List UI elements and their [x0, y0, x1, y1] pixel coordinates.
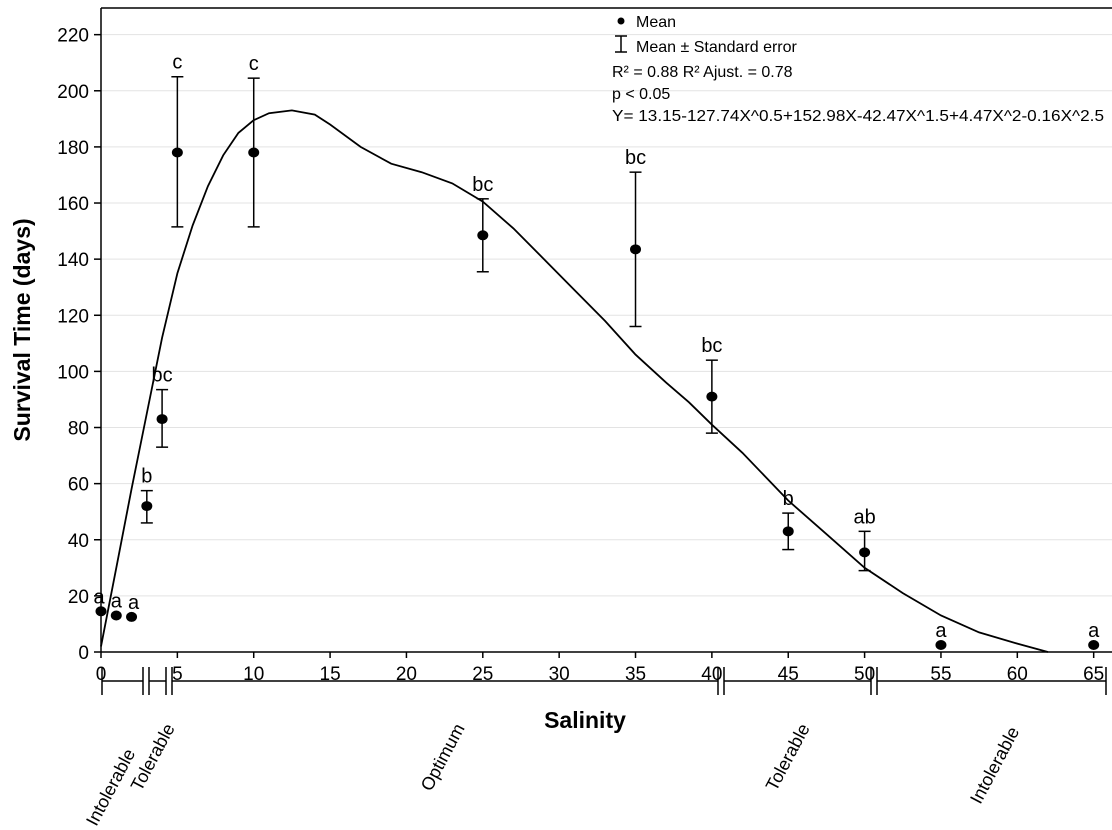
significance-letter: bc: [701, 335, 722, 357]
axis-titles: Salinity Survival Time (days): [9, 218, 626, 733]
legend-r2: R² = 0.88 R² Ajust. = 0.78: [612, 64, 793, 81]
data-point-group: a: [126, 592, 140, 622]
x-tick-label: 20: [396, 664, 417, 685]
y-tick-label: 20: [68, 587, 89, 608]
data-point-group: b: [140, 466, 153, 524]
x-tick-label: 65: [1083, 664, 1104, 685]
legend: Mean Mean ± Standard error R² = 0.88 R² …: [612, 14, 1104, 125]
mean-point: [706, 391, 718, 402]
y-tick-label: 40: [68, 531, 89, 552]
y-axis-title: Survival Time (days): [9, 218, 35, 441]
significance-letter: bc: [472, 174, 493, 196]
significance-letter: a: [935, 620, 947, 642]
legend-mean-marker: [617, 17, 625, 25]
mean-point: [859, 547, 871, 558]
legend-p-value: p < 0.05: [612, 86, 670, 103]
data-point-group: a: [935, 620, 947, 650]
data-point-group: b: [782, 488, 795, 551]
mean-point: [126, 611, 138, 622]
zone-label: Tolerable: [762, 720, 814, 794]
grid-lines: [101, 34, 1112, 597]
zone-label: Optimum: [417, 720, 469, 794]
significance-letter: c: [249, 53, 259, 75]
y-tick-label: 0: [78, 643, 89, 664]
y-tick-label: 100: [57, 362, 89, 383]
mean-point: [1088, 639, 1100, 650]
significance-letter: bc: [152, 365, 173, 387]
mean-point: [630, 244, 642, 255]
mean-point: [156, 414, 168, 425]
significance-letter: c: [172, 52, 182, 74]
mean-point: [782, 526, 794, 537]
significance-letter: bc: [625, 147, 646, 169]
x-tick-label: 25: [472, 664, 493, 685]
x-tick-label: 5: [172, 664, 183, 685]
data-point-group: c: [171, 52, 184, 228]
y-tick-label: 160: [57, 194, 89, 215]
y-tick-label: 120: [57, 306, 89, 327]
x-tick-label: 15: [320, 664, 341, 685]
y-tick-label: 80: [68, 419, 89, 440]
data-point-group: a: [1088, 620, 1100, 650]
mean-point: [248, 147, 260, 158]
significance-letter: b: [783, 488, 794, 510]
x-tick-label: 55: [930, 664, 951, 685]
y-tick-label: 140: [57, 250, 89, 271]
significance-letter: a: [93, 586, 105, 608]
legend-se-label: Mean ± Standard error: [636, 39, 798, 56]
legend-equation: Y= 13.15-127.74X^0.5+152.98X-42.47X^1.5+…: [612, 108, 1104, 125]
significance-letter: b: [141, 466, 152, 488]
x-tick-label: 30: [549, 664, 570, 685]
y-tick-label: 180: [57, 138, 89, 159]
x-tick-label: 45: [778, 664, 799, 685]
mean-point: [110, 610, 122, 621]
x-tick-label: 0: [96, 664, 107, 685]
data-point-group: bc: [472, 174, 493, 273]
mean-point: [95, 606, 107, 617]
legend-mean-label: Mean: [636, 14, 676, 31]
x-axis-title: Salinity: [544, 707, 626, 733]
significance-letter: a: [128, 592, 140, 614]
data-point-group: a: [93, 586, 107, 617]
x-tick-label: 50: [854, 664, 875, 685]
fit-curve-layer: [100, 109, 1049, 653]
y-tick-label: 60: [68, 475, 89, 496]
zone-label: Intolerable: [966, 723, 1023, 807]
fit-curve: [100, 109, 1049, 653]
axes: 0 20 40 60 80 100 120 140 160 180 200 220 0 5 10 15 20 25…: [57, 7, 1112, 685]
significance-letter: a: [1088, 620, 1100, 642]
mean-point: [477, 230, 489, 241]
y-tick-label: 220: [57, 26, 89, 47]
mean-point: [935, 639, 947, 650]
data-point-group: bc: [625, 147, 646, 328]
significance-letter: ab: [853, 506, 875, 528]
x-tick-label: 10: [243, 664, 264, 685]
data-point-group: a: [111, 591, 123, 621]
data-point-group: ab: [853, 506, 876, 572]
data-point-group: bc: [152, 365, 173, 448]
significance-letter: a: [111, 591, 123, 613]
mean-point: [141, 501, 153, 512]
data-point-group: bc: [701, 335, 722, 434]
x-tick-label: 40: [701, 664, 722, 685]
x-tick-label: 35: [625, 664, 646, 685]
data-point-group: c: [247, 53, 260, 228]
x-tick-label: 60: [1007, 664, 1028, 685]
mean-point: [171, 147, 183, 158]
y-tick-label: 200: [57, 82, 89, 103]
